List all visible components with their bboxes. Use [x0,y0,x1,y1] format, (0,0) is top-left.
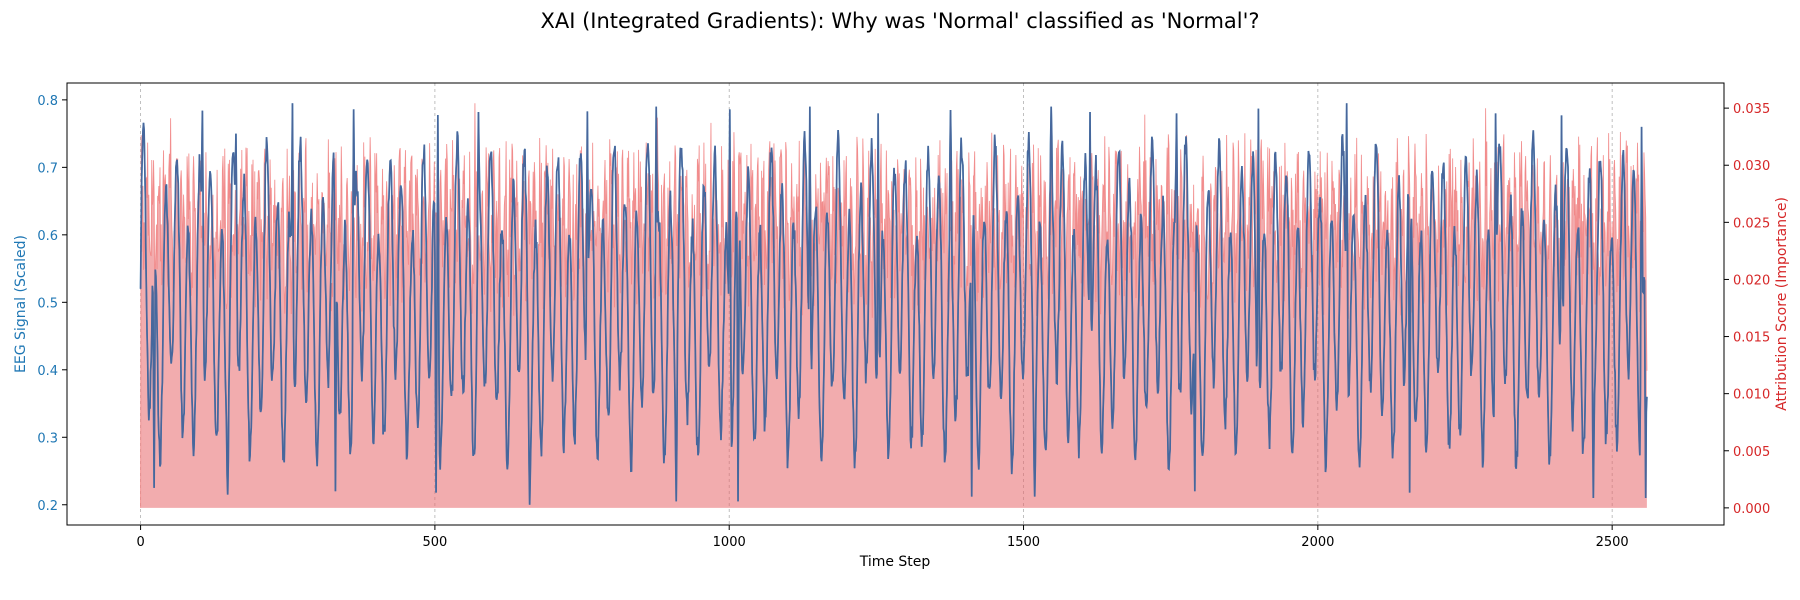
y-left-tick-label: 0.2 [37,499,58,514]
y-right-tick-label: 0.000 [1733,502,1770,517]
y-axis-left: 0.2 0.3 0.4 0.5 0.6 0.7 0.8 [37,94,67,514]
x-tick-label: 2500 [1596,535,1629,550]
y-left-tick-label: 0.8 [37,94,58,109]
y-axis-left-label: EEG Signal (Scaled) [13,235,29,373]
y-right-tick-label: 0.020 [1733,273,1770,288]
eeg-signal-series [139,103,1648,505]
y-axis-right: 0.000 0.005 0.010 0.015 0.020 0.025 0.030 0.035 [1724,102,1770,517]
x-axis: 0 500 1000 1500 2000 2500 [136,525,1629,550]
x-tick-label: 500 [422,535,447,550]
y-right-tick-label: 0.010 [1733,388,1770,403]
plot-frame [66,82,1725,526]
x-tick-label: 1500 [1007,535,1040,550]
eeg-signal-line-blend [139,103,1648,505]
y-axis-right-label: Attribution Score (Importance) [1774,197,1790,411]
y-right-tick-label: 0.005 [1733,445,1770,460]
y-right-tick-label: 0.015 [1733,331,1770,346]
y-right-tick-label: 0.030 [1733,159,1770,174]
y-left-tick-label: 0.6 [37,229,58,244]
x-tick-label: 2000 [1301,535,1334,550]
chart-title: XAI (Integrated Gradients): Why was 'Nor… [540,9,1259,33]
x-tick-label: 1000 [713,535,746,550]
y-right-tick-label: 0.025 [1733,216,1770,231]
x-tick-label: 0 [136,535,144,550]
y-left-tick-label: 0.3 [37,431,58,446]
y-left-tick-label: 0.5 [37,296,58,311]
y-left-tick-label: 0.4 [37,364,58,379]
x-axis-label: Time Step [859,554,931,570]
y-right-tick-label: 0.035 [1733,102,1770,117]
y-left-tick-label: 0.7 [37,161,58,176]
